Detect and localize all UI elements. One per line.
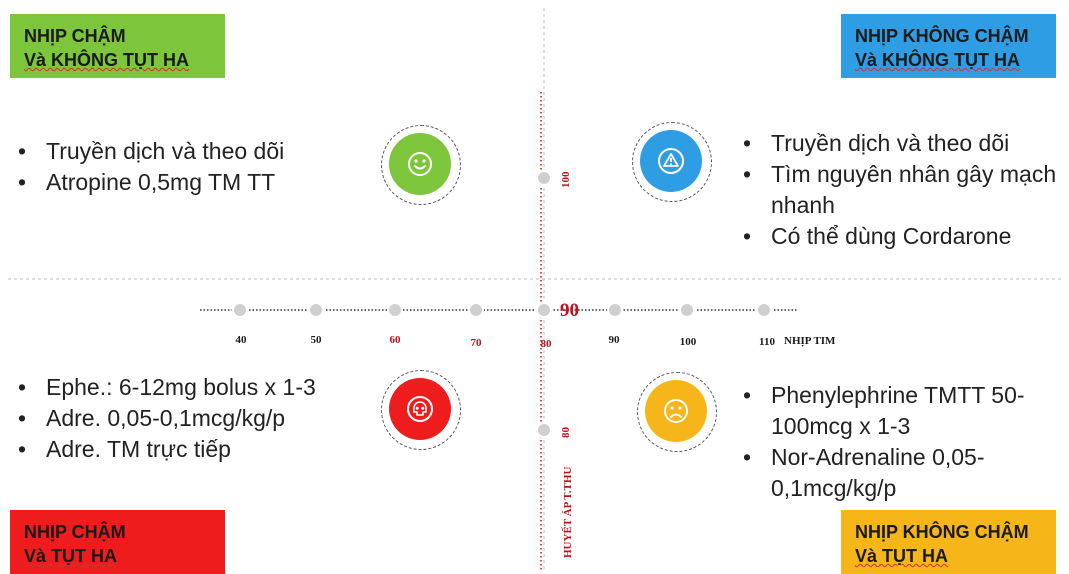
quadrant-title-bottom-left: NHỊP CHẬM Và TỤT HA [10, 510, 225, 574]
quadrant-list-top-left: Truyền dịch và theo dõi Atropine 0,5mg T… [10, 136, 370, 198]
hr-marker-60 [387, 302, 403, 318]
quadrant-title-top-left-line2: Và KHÔNG TỤT HA [24, 50, 190, 70]
hr-threshold-label: 90 [560, 300, 579, 321]
list-item: Tìm nguyên nhân gây mạch nhanh [735, 159, 1065, 221]
quadrant-title-top-right-line2: Và KHÔNG TỤT HA [855, 50, 1021, 70]
list-item: Truyền dịch và theo dõi [10, 136, 370, 167]
list-item: Nor-Adrenaline 0,05-0,1mcg/kg/p [735, 442, 1065, 504]
quadrant-title-bottom-right: NHỊP KHÔNG CHẬM Và TỤT HA [841, 510, 1056, 574]
badge-ring-bottom-left [381, 370, 461, 450]
quadrant-list-bottom-left: Ephe.: 6-12mg bolus x 1-3 Adre. 0,05-0,1… [10, 372, 385, 465]
hr-marker-50 [308, 302, 324, 318]
bp-tick-80: 80 [560, 427, 572, 439]
warning-icon [640, 130, 702, 192]
badge-ring-top-left [381, 125, 461, 205]
badge-ring-bottom-right [637, 372, 717, 452]
badge-ring-top-right [632, 122, 712, 202]
hr-tick-60: 60 [390, 334, 402, 346]
hr-tick-80: 80 [541, 338, 553, 350]
hr-marker-110 [756, 302, 772, 318]
hr-tick-40: 40 [236, 334, 248, 346]
sad-icon [645, 380, 707, 442]
quadrant-title-bottom-right-line1: NHỊP KHÔNG CHẬM [855, 522, 1029, 542]
hr-tick-90: 90 [609, 334, 621, 346]
quadrant-title-top-left: NHỊP CHẬM Và KHÔNG TỤT HA [10, 14, 225, 78]
quadrant-title-bottom-right-line2: Và TỤT HA [855, 546, 949, 566]
hr-marker-70 [468, 302, 484, 318]
list-item: Truyền dịch và theo dõi [735, 128, 1065, 159]
bp-marker-100 [536, 170, 552, 186]
list-item: Ephe.: 6-12mg bolus x 1-3 [10, 372, 385, 403]
list-item: Adre. TM trực tiếp [10, 434, 385, 465]
quadrant-title-top-right-line1: NHỊP KHÔNG CHẬM [855, 26, 1029, 46]
quadrant-title-bottom-left-line1: NHỊP CHẬM [24, 522, 126, 542]
hr-tick-110: 110 [759, 336, 775, 348]
quadrant-list-bottom-right: Phenylephrine TMTT 50-100mcg x 1-3 Nor-A… [735, 380, 1065, 504]
list-item: Adre. 0,05-0,1mcg/kg/p [10, 403, 385, 434]
hr-tick-100: 100 [680, 336, 697, 348]
hr-marker-40 [232, 302, 248, 318]
hr-marker-80 [536, 302, 552, 318]
hr-tick-50: 50 [311, 334, 323, 346]
bp-marker-80 [536, 422, 552, 438]
hr-marker-90 [607, 302, 623, 318]
list-item: Có thể dùng Cordarone [735, 221, 1065, 252]
quadrant-list-top-right: Truyền dịch và theo dõi Tìm nguyên nhân … [735, 128, 1065, 252]
hr-marker-100 [679, 302, 695, 318]
skull-icon [389, 378, 451, 440]
quadrant-title-top-left-line1: NHỊP CHẬM [24, 26, 126, 46]
quadrant-title-top-right: NHỊP KHÔNG CHẬM Và KHÔNG TỤT HA [841, 14, 1056, 78]
quadrant-title-bottom-left-line2: Và TỤT HA [24, 546, 118, 566]
hr-axis-title: NHỊP TIM [784, 335, 836, 347]
list-item: Atropine 0,5mg TM TT [10, 167, 370, 198]
bp-axis-title: HUYẾT ÁP T.THU [561, 467, 574, 558]
bp-tick-100: 100 [560, 171, 572, 188]
hr-tick-70: 70 [471, 337, 483, 349]
smile-icon [389, 133, 451, 195]
list-item: Phenylephrine TMTT 50-100mcg x 1-3 [735, 380, 1065, 442]
